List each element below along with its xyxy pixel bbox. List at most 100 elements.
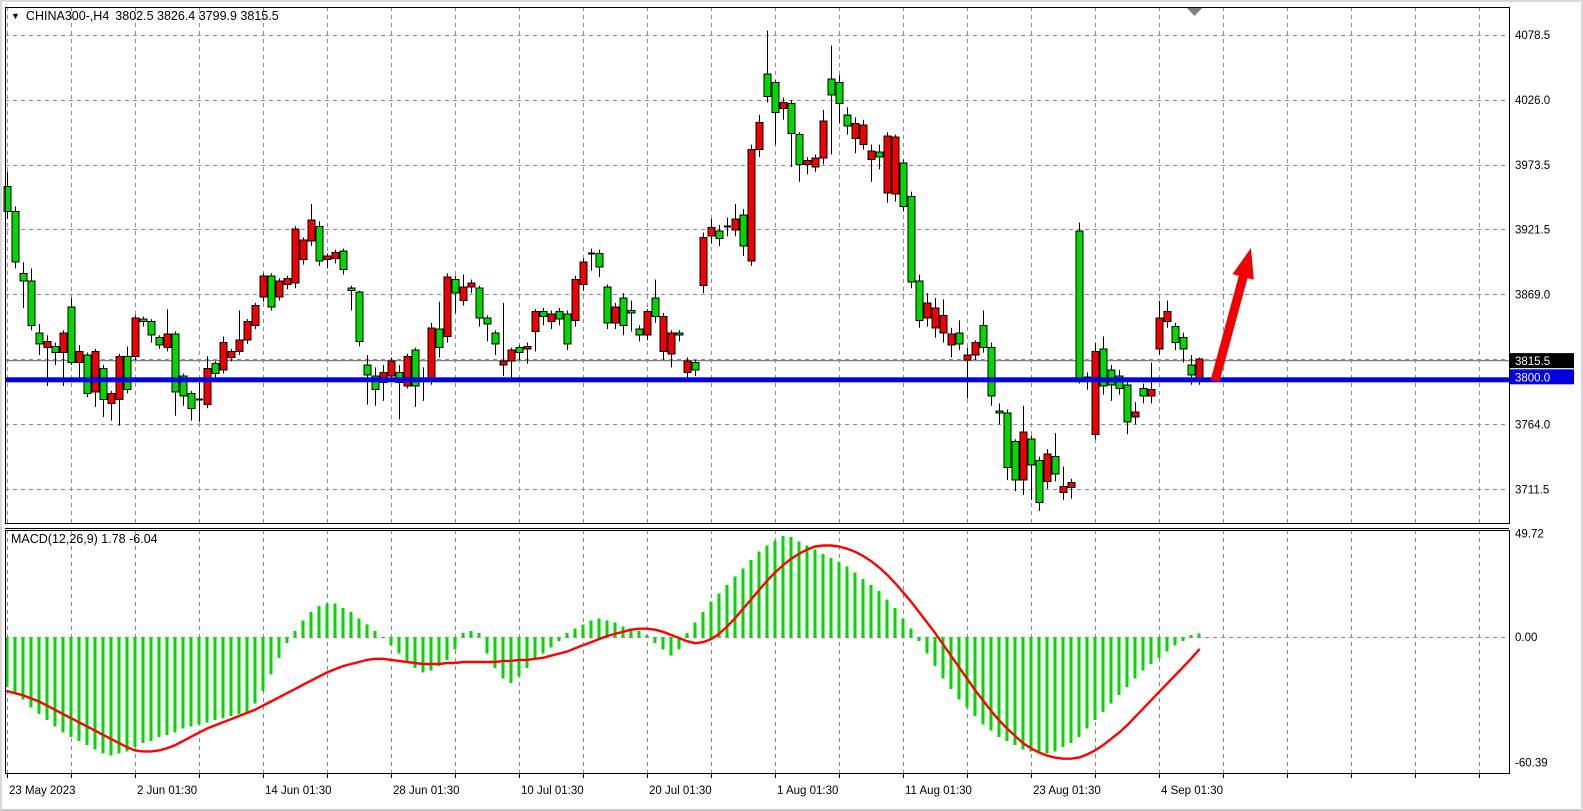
candle-body[interactable] bbox=[1075, 230, 1084, 380]
candle-body[interactable] bbox=[19, 272, 28, 282]
candle-body[interactable] bbox=[1123, 384, 1132, 423]
candle-body[interactable] bbox=[427, 327, 436, 382]
candle-body[interactable] bbox=[899, 162, 908, 207]
candle-body[interactable] bbox=[787, 103, 796, 134]
candle-body[interactable] bbox=[1043, 453, 1052, 482]
candle-body[interactable] bbox=[635, 328, 644, 336]
candle-body[interactable] bbox=[643, 311, 652, 336]
candle-body[interactable] bbox=[403, 355, 412, 387]
candle-body[interactable] bbox=[539, 311, 548, 318]
candle-body[interactable] bbox=[715, 230, 724, 240]
candle-body[interactable] bbox=[315, 225, 324, 262]
candle-body[interactable] bbox=[563, 313, 572, 345]
candle-body[interactable] bbox=[155, 337, 164, 346]
candle-body[interactable] bbox=[59, 332, 68, 354]
candle-body[interactable] bbox=[123, 355, 132, 391]
candle-body[interactable] bbox=[1035, 459, 1044, 503]
candle-body[interactable] bbox=[323, 255, 332, 261]
candle-body[interactable] bbox=[619, 297, 628, 326]
candle-body[interactable] bbox=[859, 124, 868, 146]
candle-body[interactable] bbox=[515, 347, 524, 354]
candle-body[interactable] bbox=[363, 364, 372, 376]
candle-body[interactable] bbox=[883, 135, 892, 194]
candle-body[interactable] bbox=[235, 339, 244, 352]
candle-body[interactable] bbox=[531, 311, 540, 333]
candle-body[interactable] bbox=[763, 73, 772, 97]
candle-body[interactable] bbox=[1099, 348, 1108, 387]
candle-body[interactable] bbox=[251, 305, 260, 326]
candle-body[interactable] bbox=[387, 360, 396, 377]
candle-body[interactable] bbox=[147, 321, 156, 336]
candle-body[interactable] bbox=[795, 134, 804, 165]
candle-body[interactable] bbox=[675, 332, 684, 336]
candle-body[interactable] bbox=[1067, 482, 1076, 489]
candle-body[interactable] bbox=[1179, 337, 1188, 350]
candle-body[interactable] bbox=[579, 261, 588, 285]
candle-body[interactable] bbox=[851, 123, 860, 139]
trend-arrow[interactable] bbox=[1210, 248, 1254, 383]
candle-body[interactable] bbox=[483, 317, 492, 325]
candle-body[interactable] bbox=[163, 333, 172, 349]
candle-body[interactable] bbox=[659, 316, 668, 352]
candle-body[interactable] bbox=[75, 350, 84, 363]
candle-body[interactable] bbox=[1091, 350, 1100, 435]
candle-body[interactable] bbox=[667, 332, 676, 355]
candle-body[interactable] bbox=[571, 279, 580, 321]
candle-body[interactable] bbox=[747, 149, 756, 262]
candle-body[interactable] bbox=[299, 239, 308, 261]
candle-body[interactable] bbox=[51, 345, 60, 354]
candle-body[interactable] bbox=[547, 313, 556, 323]
candle-body[interactable] bbox=[1051, 456, 1060, 475]
candle-body[interactable] bbox=[1011, 441, 1020, 481]
candle-body[interactable] bbox=[555, 311, 564, 320]
candle-body[interactable] bbox=[955, 332, 964, 345]
candle-body[interactable] bbox=[971, 342, 980, 356]
candle-body[interactable] bbox=[355, 291, 364, 342]
candle-body[interactable] bbox=[459, 286, 468, 302]
candle-body[interactable] bbox=[179, 375, 188, 397]
candle-body[interactable] bbox=[939, 314, 948, 334]
candle-body[interactable] bbox=[523, 345, 532, 350]
candle-body[interactable] bbox=[1163, 311, 1172, 323]
candle-body[interactable] bbox=[739, 214, 748, 247]
candle-body[interactable] bbox=[475, 287, 484, 319]
candle-body[interactable] bbox=[443, 276, 452, 337]
candle-body[interactable] bbox=[931, 307, 940, 329]
hline-price-badge[interactable] bbox=[1510, 369, 1574, 385]
candle-body[interactable] bbox=[435, 328, 444, 349]
candle-body[interactable] bbox=[171, 333, 180, 393]
candle-body[interactable] bbox=[11, 210, 20, 263]
candle-body[interactable] bbox=[1139, 387, 1148, 397]
candle-body[interactable] bbox=[107, 392, 116, 404]
candle-body[interactable] bbox=[491, 332, 500, 345]
candle-body[interactable] bbox=[219, 342, 228, 371]
candle-body[interactable] bbox=[67, 306, 76, 363]
candle-body[interactable] bbox=[243, 321, 252, 341]
candle-body[interactable] bbox=[1155, 317, 1164, 350]
candle-body[interactable] bbox=[595, 253, 604, 268]
candle-body[interactable] bbox=[1003, 412, 1012, 469]
candle-body[interactable] bbox=[987, 347, 996, 397]
candle-body[interactable] bbox=[963, 354, 972, 361]
candle-body[interactable] bbox=[203, 368, 212, 406]
candle-body[interactable] bbox=[651, 297, 660, 318]
candle-body[interactable] bbox=[507, 349, 516, 362]
candle-body[interactable] bbox=[979, 324, 988, 349]
candle-body[interactable] bbox=[451, 279, 460, 294]
candle-body[interactable] bbox=[371, 375, 380, 391]
candle-body[interactable] bbox=[683, 360, 692, 373]
candle-body[interactable] bbox=[139, 318, 148, 323]
candle-body[interactable] bbox=[307, 219, 316, 242]
candle-body[interactable] bbox=[867, 150, 876, 160]
candle-body[interactable] bbox=[731, 218, 740, 231]
candle-body[interactable] bbox=[499, 360, 508, 366]
candle-body[interactable] bbox=[131, 317, 140, 357]
candle-body[interactable] bbox=[1187, 364, 1196, 376]
candle-body[interactable] bbox=[923, 302, 932, 319]
candle-body[interactable] bbox=[835, 82, 844, 105]
candle-body[interactable] bbox=[771, 82, 780, 113]
candle-body[interactable] bbox=[99, 368, 108, 401]
candle-body[interactable] bbox=[91, 350, 100, 393]
candle-body[interactable] bbox=[187, 392, 196, 409]
